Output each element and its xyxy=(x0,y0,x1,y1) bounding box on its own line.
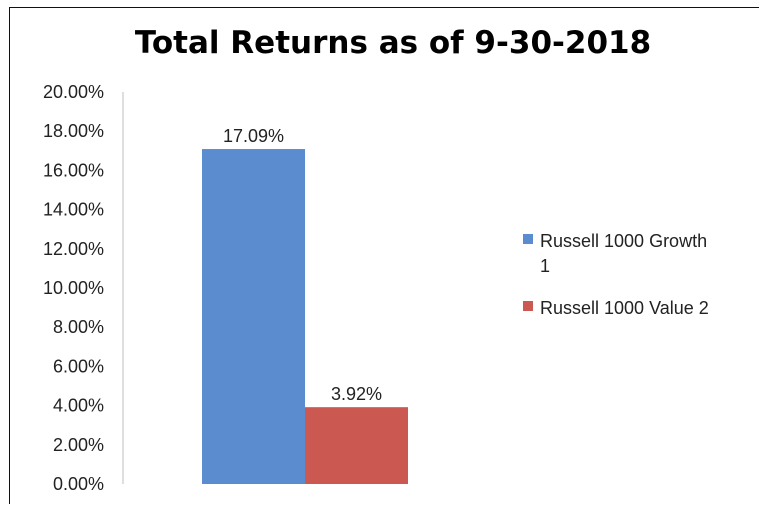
bar-1 xyxy=(202,149,305,484)
legend-label-1: Russell 1000 Growth xyxy=(540,231,707,251)
y-tick-label: 0.00% xyxy=(53,474,104,494)
y-tick-label: 4.00% xyxy=(53,396,104,416)
y-tick-label: 2.00% xyxy=(53,435,104,455)
legend-label-1: 1 xyxy=(540,256,550,276)
y-tick-label: 10.00% xyxy=(43,278,104,298)
y-tick-label: 6.00% xyxy=(53,356,104,376)
chart-title: Total Returns as of 9-30-2018 xyxy=(135,25,651,61)
y-tick-label: 20.00% xyxy=(43,82,104,102)
data-label-2: 3.92% xyxy=(331,384,382,404)
data-label-1: 17.09% xyxy=(223,126,284,146)
data-labels: 17.09% 3.92% xyxy=(223,126,382,404)
y-axis-ticks: 0.00% 2.00% 4.00% 6.00% 8.00% 10.00% 12.00% 14.… xyxy=(43,82,104,494)
y-tick-label: 16.00% xyxy=(43,160,104,180)
y-tick-label: 12.00% xyxy=(43,239,104,259)
y-tick-label: 18.00% xyxy=(43,121,104,141)
bar-2 xyxy=(305,407,408,484)
y-tick-label: 8.00% xyxy=(53,317,104,337)
bars xyxy=(202,149,408,484)
legend: Russell 1000 Growth 1 Russell 1000 Value 2 xyxy=(523,231,709,318)
legend-label-2: Russell 1000 Value 2 xyxy=(540,298,709,318)
legend-swatch-1 xyxy=(523,234,533,244)
legend-swatch-2 xyxy=(523,301,533,311)
y-tick-label: 14.00% xyxy=(43,200,104,220)
